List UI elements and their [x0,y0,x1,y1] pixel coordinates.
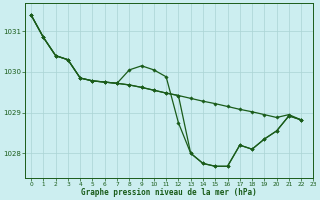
X-axis label: Graphe pression niveau de la mer (hPa): Graphe pression niveau de la mer (hPa) [81,188,257,197]
